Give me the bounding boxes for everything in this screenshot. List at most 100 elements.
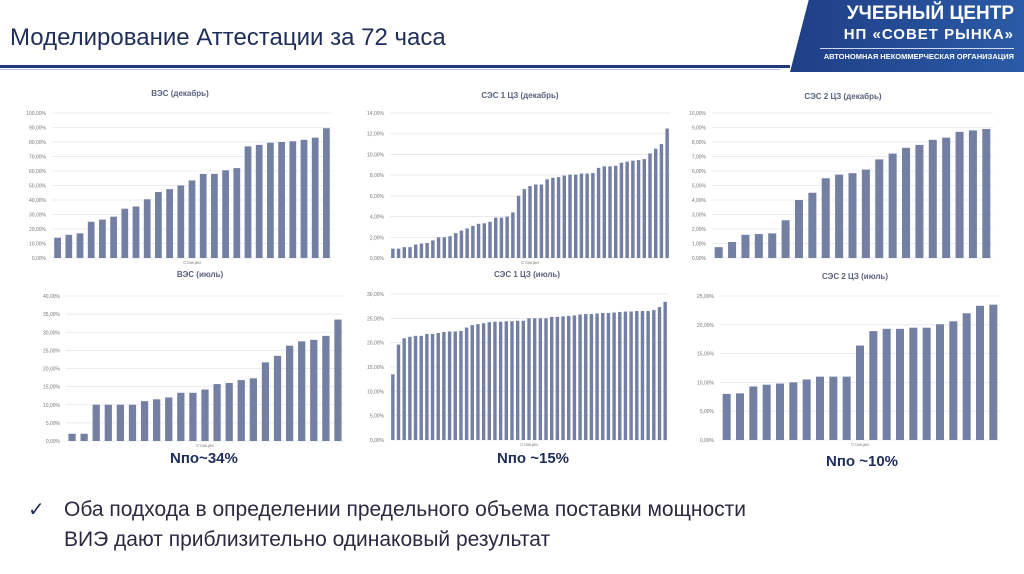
bar (652, 310, 656, 440)
chart-title: СЭС 2 ЦЗ (июль) (822, 272, 888, 281)
bar (619, 162, 624, 258)
bar (516, 195, 521, 258)
x-axis-label: Станции (851, 442, 869, 447)
bar (414, 244, 418, 258)
bar (561, 316, 565, 440)
bar (494, 217, 498, 258)
y-tick-label: 15,00% (43, 385, 61, 391)
bar (310, 339, 318, 441)
y-tick-label: 0,00% (370, 256, 385, 262)
bar (532, 318, 537, 440)
y-tick-label: 10,00% (689, 111, 707, 117)
bar (842, 376, 851, 440)
bar (211, 173, 218, 258)
y-tick-label: 20,00% (367, 341, 385, 347)
bar (888, 153, 897, 258)
y-tick-label: 2,00% (692, 227, 707, 233)
bar (762, 384, 771, 440)
bar (567, 315, 571, 440)
y-tick-label: 30,00% (43, 330, 61, 336)
bar (300, 139, 308, 258)
y-tick-label: 20,00% (697, 323, 715, 329)
bar (261, 362, 270, 441)
y-tick-label: 25,00% (367, 316, 385, 322)
bar (65, 234, 73, 258)
bar (132, 206, 140, 258)
y-tick-label: 35,00% (43, 312, 61, 318)
bar (741, 234, 750, 258)
bar (54, 237, 61, 258)
bar (835, 174, 844, 258)
bar (982, 128, 991, 258)
bar (602, 166, 606, 258)
bar (515, 320, 520, 440)
bar (544, 318, 548, 440)
bar (92, 404, 100, 441)
x-axis-label: Станции (196, 443, 214, 448)
bar (436, 332, 440, 440)
bar (848, 173, 857, 258)
bar (459, 230, 464, 258)
bar (642, 159, 646, 258)
bar (816, 376, 824, 440)
bar (104, 404, 112, 441)
bar (511, 212, 515, 258)
bar (869, 331, 878, 440)
bar (188, 180, 196, 258)
bar (640, 311, 645, 440)
logo-line2: НП «СОВЕТ РЫНКА» (843, 26, 1014, 43)
y-tick-label: 7,00% (692, 155, 707, 161)
bar (808, 192, 817, 258)
bar (201, 389, 209, 441)
bar (942, 137, 951, 258)
bar (436, 237, 441, 258)
bar (528, 186, 532, 258)
bar (110, 216, 117, 258)
bar (875, 159, 884, 258)
bar (249, 378, 257, 441)
y-tick-label: 25,00% (43, 348, 61, 354)
bar (285, 345, 294, 441)
bar (442, 331, 446, 440)
bar (278, 142, 285, 258)
bar (419, 335, 423, 440)
bar (408, 336, 412, 440)
bar (237, 380, 245, 441)
y-tick-label: 20,00% (29, 227, 47, 233)
bar (896, 328, 904, 440)
bar (233, 168, 241, 258)
bar (949, 321, 958, 440)
bar (289, 141, 297, 258)
bar (448, 236, 452, 258)
header-divider (0, 65, 790, 68)
bar (391, 374, 395, 440)
y-tick-label: 6,00% (692, 169, 707, 175)
bar (551, 177, 555, 258)
bar (155, 192, 162, 258)
bar (596, 167, 601, 258)
logo: УЧЕБНЫЙ ЦЕНТР НП «СОВЕТ РЫНКА» АВТОНОМНА… (790, 0, 1024, 72)
x-axis-label: Станции (183, 260, 201, 265)
y-tick-label: 90,00% (29, 126, 47, 132)
y-tick-label: 20,00% (43, 367, 61, 373)
bar (323, 128, 330, 258)
bar (419, 243, 424, 258)
bar (68, 433, 76, 441)
conclusion: ✓ Оба подхода в определении предельного … (28, 495, 746, 555)
y-tick-label: 15,00% (367, 365, 385, 371)
bar (255, 144, 263, 258)
y-tick-label: 100,00% (26, 111, 46, 117)
bar (606, 312, 611, 440)
check-icon: ✓ (28, 499, 45, 521)
bar (505, 216, 509, 258)
bar (549, 316, 554, 440)
y-tick-label: 10,00% (43, 403, 61, 409)
bar (322, 335, 330, 441)
bar (244, 146, 252, 258)
bar (425, 333, 429, 440)
bar (614, 165, 618, 258)
bar (402, 247, 406, 258)
page-title: Моделирование Аттестации за 72 часа (10, 24, 446, 51)
